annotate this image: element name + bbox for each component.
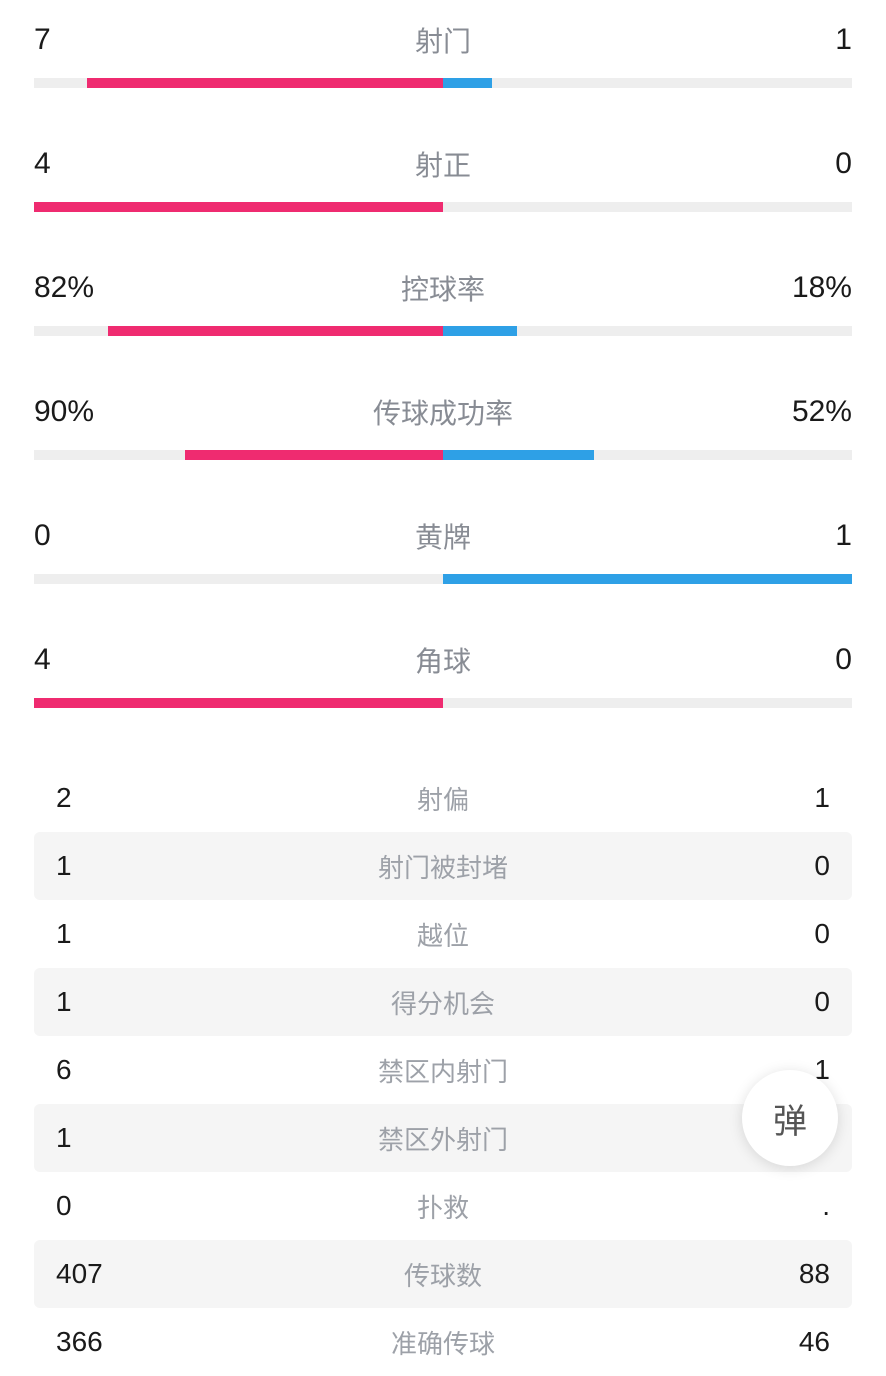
bar-track [34,450,852,460]
bar-left-half [34,574,443,584]
floating-button[interactable]: 弹 [742,1070,838,1166]
table-left-value: 6 [56,1054,176,1086]
table-stat-row: 6禁区内射门1 [34,1036,852,1104]
bar-right-half [443,78,852,88]
bar-right-value: 1 [835,519,852,553]
table-stat-label: 得分机会 [176,984,710,1021]
table-stat-label: 禁区外射门 [176,1120,710,1157]
table-left-value: 1 [56,918,176,950]
bar-stat-header: 90% 传球成功率 52% [34,392,852,432]
bar-left-fill [34,698,443,708]
table-left-value: 1 [56,1122,176,1154]
bar-right-value: 0 [835,147,852,181]
table-stat-row: 2射偏1 [34,764,852,832]
bar-right-fill [443,326,517,336]
table-stat-row: 0扑救. [34,1172,852,1240]
bar-left-half [34,202,443,212]
bar-left-half [34,450,443,460]
bar-stat-label: 射门 [415,20,471,60]
table-left-value: 1 [56,850,176,882]
bar-track [34,202,852,212]
bar-right-fill [443,574,852,584]
bar-stat-label: 传球成功率 [373,392,513,432]
bar-stat-label: 角球 [415,640,471,680]
bar-left-half [34,78,443,88]
bar-stat-header: 4 角球 0 [34,640,852,680]
bar-left-fill [185,450,443,460]
bar-stat-label: 黄牌 [415,516,471,556]
table-left-value: 407 [56,1258,176,1290]
table-stats-section: 2射偏11射门被封堵01越位01得分机会06禁区内射门11禁区外射门00扑救.4… [0,764,886,1376]
bar-stat-label: 射正 [415,144,471,184]
bar-right-half [443,698,852,708]
floating-button-label: 弹 [773,1094,807,1143]
bar-track [34,574,852,584]
table-left-value: 2 [56,782,176,814]
bar-stat-row: 4 角球 0 [34,640,852,708]
bar-stat-row: 7 射门 1 [34,0,852,88]
bar-stat-row: 0 黄牌 1 [34,516,852,584]
bar-left-fill [34,202,443,212]
table-stat-label: 禁区内射门 [176,1052,710,1089]
table-right-value: . [710,1190,830,1222]
bar-right-half [443,450,852,460]
table-right-value: 0 [710,986,830,1018]
bar-right-half [443,574,852,584]
bar-left-value: 4 [34,147,51,181]
table-right-value: 0 [710,850,830,882]
table-stat-label: 传球数 [176,1256,710,1293]
table-stat-label: 扑救 [176,1188,710,1225]
table-stat-label: 射门被封堵 [176,848,710,885]
bar-left-half [34,326,443,336]
bar-stat-label: 控球率 [401,268,485,308]
bar-left-value: 4 [34,643,51,677]
table-stat-label: 射偏 [176,780,710,817]
bar-right-value: 52% [792,395,852,429]
bar-track [34,78,852,88]
table-right-value: 0 [710,918,830,950]
table-left-value: 366 [56,1326,176,1358]
bar-left-value: 7 [34,23,51,57]
table-stat-label: 越位 [176,916,710,953]
bar-stat-header: 4 射正 0 [34,144,852,184]
table-stat-row: 407传球数88 [34,1240,852,1308]
bar-left-half [34,698,443,708]
bar-left-value: 82% [34,271,94,305]
bar-left-fill [108,326,443,336]
table-right-value: 46 [710,1326,830,1358]
bar-stats-section: 7 射门 1 4 射正 0 82% 控球率 18% 90% 传球成功率 52% 0 黄牌 1 4 角球 0 [0,0,886,708]
table-left-value: 1 [56,986,176,1018]
bar-left-value: 90% [34,395,94,429]
bar-right-fill [443,450,594,460]
bar-stat-header: 0 黄牌 1 [34,516,852,556]
table-stat-row: 1射门被封堵0 [34,832,852,900]
table-right-value: 88 [710,1258,830,1290]
bar-stat-header: 82% 控球率 18% [34,268,852,308]
table-left-value: 0 [56,1190,176,1222]
bar-stat-row: 4 射正 0 [34,144,852,212]
table-stat-label: 准确传球 [176,1324,710,1361]
bar-track [34,326,852,336]
bar-track [34,698,852,708]
bar-right-value: 18% [792,271,852,305]
table-stat-row: 1禁区外射门0 [34,1104,852,1172]
table-stat-row: 366准确传球46 [34,1308,852,1376]
bar-left-value: 0 [34,519,51,553]
bar-right-half [443,202,852,212]
bar-right-half [443,326,852,336]
table-right-value: 1 [710,782,830,814]
table-stat-row: 1越位0 [34,900,852,968]
bar-right-value: 0 [835,643,852,677]
table-stat-row: 1得分机会0 [34,968,852,1036]
bar-right-fill [443,78,492,88]
bar-stat-row: 82% 控球率 18% [34,268,852,336]
match-stats-container: 7 射门 1 4 射正 0 82% 控球率 18% 90% 传球成功率 52% 0 黄牌 1 4 角球 0 2射偏… [0,0,886,1376]
bar-right-value: 1 [835,23,852,57]
bar-stat-row: 90% 传球成功率 52% [34,392,852,460]
bar-left-fill [87,78,443,88]
bar-stat-header: 7 射门 1 [34,20,852,60]
